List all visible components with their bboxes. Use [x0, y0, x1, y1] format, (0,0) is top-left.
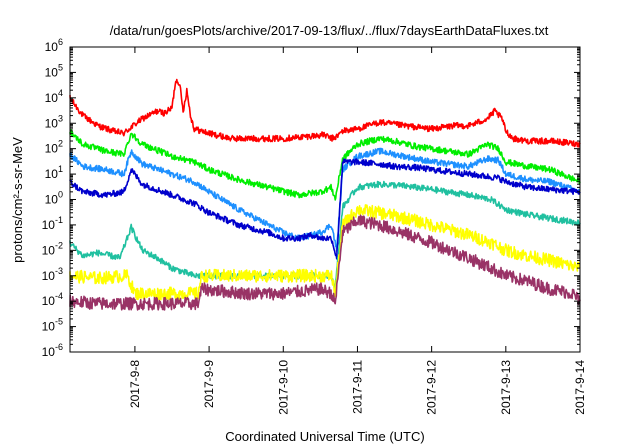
- y-tick-label: 104: [45, 88, 63, 105]
- x-axis-label: Coordinated Universal Time (UTC): [225, 429, 424, 444]
- x-tick-label: 2017-9-10: [276, 360, 290, 415]
- y-axis-label: protons/cm²-s-sr-MeV: [10, 137, 25, 263]
- chart-title: /data/run/goesPlots/archive/2017-09-13/f…: [110, 23, 549, 38]
- y-tick-label: 10-6: [42, 342, 63, 359]
- series-line-4: [69, 158, 581, 260]
- y-tick-label: 10-4: [42, 291, 63, 308]
- y-tick-label: 100: [45, 190, 63, 207]
- series-line-2: [69, 129, 581, 201]
- x-tick-label: 2017-9-12: [425, 360, 439, 415]
- series-layer: [69, 78, 581, 311]
- plot-frame: [69, 46, 581, 353]
- x-tick-label: 2017-9-11: [350, 360, 364, 414]
- series-line-6: [69, 204, 581, 301]
- y-tick-label: 10-2: [42, 240, 63, 257]
- x-tick-label: 2017-9-13: [499, 360, 513, 415]
- x-axis: 2017-9-8 2017-9-9 2017-9-10 2017-9-11 2017-9…: [128, 47, 587, 415]
- y-tick-label: 103: [45, 113, 63, 130]
- y-tick-label: 10-3: [42, 266, 63, 283]
- y-tick-label: 102: [45, 139, 63, 156]
- y-tick-label: 10-5: [42, 317, 63, 334]
- y-tick-label: 106: [45, 37, 63, 54]
- series-line-1: [69, 78, 581, 148]
- y-tick-label: 101: [45, 164, 63, 181]
- series-line-7: [69, 214, 581, 311]
- y-axis: 10-6 10-5 10-4 10-3 10-2 10-1 100 101 102 103 104 1…: [42, 37, 580, 359]
- x-tick-label: 2017-9-8: [128, 360, 142, 408]
- y-tick-label: 10-1: [42, 215, 63, 232]
- x-tick-label: 2017-9-9: [202, 360, 216, 408]
- y-tick-label: 105: [45, 62, 63, 79]
- x-tick-label: 2017-9-14: [573, 360, 587, 415]
- series-line-3: [69, 147, 581, 252]
